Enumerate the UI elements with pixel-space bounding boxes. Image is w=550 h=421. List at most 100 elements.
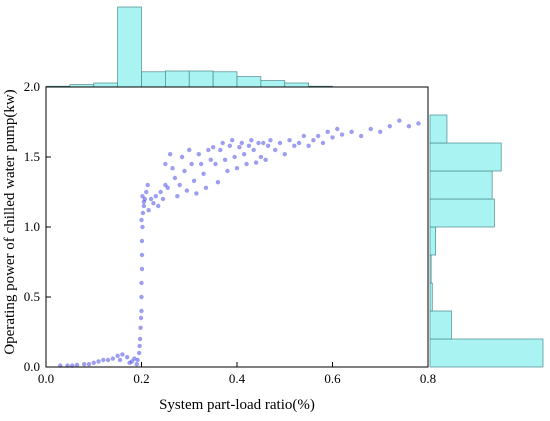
scatter-point — [139, 308, 144, 314]
scatter-point — [82, 362, 87, 367]
scatter-point — [239, 140, 244, 146]
scatter-point — [213, 161, 218, 167]
y-histogram-bar — [429, 282, 433, 312]
scatter-point — [101, 357, 106, 363]
y-axis: 0.0 0.5 1.0 1.5 2.0 — [24, 79, 51, 374]
scatter-point — [140, 210, 146, 216]
scatter-point — [273, 147, 278, 153]
x-tick-label: 0.6 — [324, 371, 341, 386]
scatter-point — [258, 154, 264, 160]
scatter-point — [378, 129, 383, 134]
scatter-point — [253, 160, 259, 165]
scatter-point — [124, 355, 130, 360]
scatter-point — [141, 203, 147, 209]
scatter-point — [177, 182, 182, 188]
scatter-point — [138, 315, 144, 321]
scatter-point — [244, 161, 249, 167]
scatter-point — [315, 133, 321, 139]
scatter-point — [129, 359, 135, 364]
scatter-point — [230, 138, 235, 143]
scatter-point — [140, 224, 145, 230]
scatter-point — [232, 154, 237, 160]
x-histogram-bar — [236, 76, 262, 88]
scatter-point — [139, 217, 144, 223]
scatter-point — [387, 124, 392, 129]
scatter-point — [330, 135, 335, 140]
scatter-point — [127, 360, 132, 365]
scatter-point — [172, 175, 178, 181]
scatter-point — [135, 357, 140, 363]
scatter-point — [222, 157, 228, 162]
scatter-point — [368, 126, 373, 132]
scatter-point — [136, 350, 142, 356]
scatter-point — [145, 182, 150, 188]
scatter-point — [96, 359, 101, 364]
x-tick-label: 0.4 — [229, 371, 246, 386]
scatter-point — [142, 196, 148, 202]
scatter-point — [306, 143, 311, 148]
y-histogram-bar — [429, 226, 437, 256]
scatter-point — [165, 185, 170, 190]
y-histogram-bar — [429, 338, 544, 368]
scatter-point — [144, 189, 149, 195]
scatter-point — [167, 152, 173, 157]
scatter-point — [153, 194, 159, 199]
scatter-point — [91, 360, 96, 365]
y-tick-label: 1.0 — [24, 219, 40, 234]
scatter-point — [160, 196, 166, 202]
x-axis: 0.0 0.2 0.4 0.6 0.8 — [38, 362, 436, 386]
scatter-point — [287, 138, 292, 143]
scatter-point — [234, 166, 240, 171]
scatter-point — [196, 152, 201, 157]
x-histogram-bar — [260, 80, 286, 88]
scatter-point — [137, 343, 142, 349]
scatter-point — [156, 203, 161, 209]
x-histogram-bar — [93, 82, 118, 88]
scatter-point — [120, 352, 125, 357]
scatter-point — [175, 194, 180, 199]
scatter-point — [241, 152, 247, 157]
scatter-point — [251, 147, 256, 153]
scatter-point — [151, 201, 156, 206]
scatter-point — [146, 208, 151, 213]
scatter-point — [139, 252, 145, 258]
scatter-point — [198, 161, 204, 167]
scatter-point — [203, 185, 209, 190]
scatter-point — [191, 178, 197, 183]
scatter-point — [349, 129, 354, 134]
scatter-point — [184, 188, 190, 193]
scatter-point — [115, 353, 120, 358]
scatter-point — [282, 152, 287, 157]
scatter-point — [74, 362, 80, 368]
scatter-point — [358, 133, 364, 139]
scatter-point — [182, 168, 187, 174]
scatter-point — [139, 238, 145, 244]
x-histogram-bar — [141, 71, 166, 88]
scatter-point — [246, 143, 252, 148]
x-histogram-bar — [188, 70, 214, 88]
x-histogram-bar — [284, 82, 309, 88]
scatter-point — [265, 143, 271, 148]
scatter-point — [218, 147, 223, 153]
scatter-point — [261, 140, 266, 146]
y-histogram — [429, 114, 544, 368]
y-histogram-bar — [429, 254, 432, 284]
scatter-point — [325, 129, 330, 134]
scatter-point — [163, 161, 168, 167]
y-histogram-bar — [429, 170, 493, 200]
scatter-point — [320, 140, 326, 146]
scatter-point — [206, 147, 211, 153]
scatter-point — [105, 357, 111, 363]
scatter-point — [292, 143, 297, 148]
x-tick-label: 0.8 — [420, 371, 436, 386]
scatter-point — [189, 161, 194, 167]
scatter-point — [163, 182, 168, 188]
scatter-point — [179, 154, 185, 160]
scatter-point — [220, 140, 225, 146]
scatter-point — [301, 133, 307, 139]
scatter-point — [397, 118, 402, 123]
scatter-point — [406, 124, 412, 129]
x-tick-label: 0.2 — [133, 371, 149, 386]
scatter-point — [137, 336, 143, 342]
x-histogram — [45, 6, 333, 88]
